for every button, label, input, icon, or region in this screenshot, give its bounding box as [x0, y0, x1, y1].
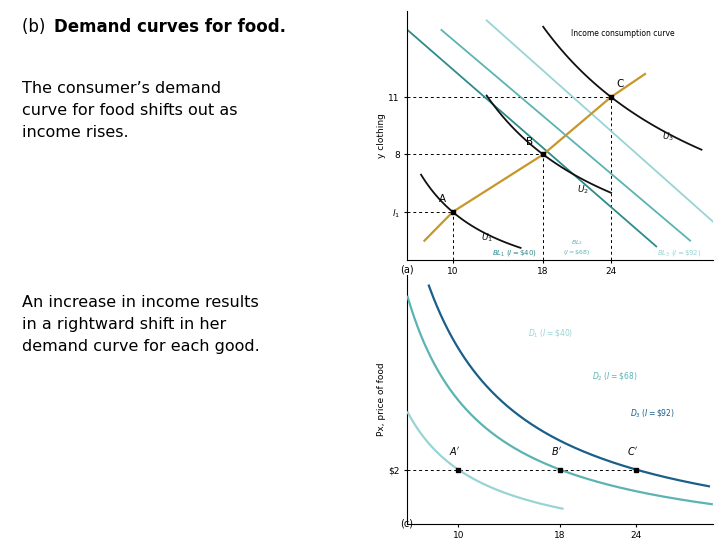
Text: $C'$: $C'$	[627, 444, 639, 456]
Text: $BL_2$
$(I=\$68)$: $BL_2$ $(I=\$68)$	[563, 238, 591, 257]
Y-axis label: y clothing: y clothing	[377, 113, 386, 158]
Text: $D_1$ $(I=\$40)$: $D_1$ $(I=\$40)$	[528, 327, 574, 339]
Text: $U_2$: $U_2$	[577, 184, 589, 196]
Text: $U_3$: $U_3$	[662, 130, 674, 143]
Text: $B'$: $B'$	[551, 444, 562, 456]
Text: $U_1$: $U_1$	[481, 232, 493, 244]
Text: Income consumption curve: Income consumption curve	[572, 29, 675, 38]
Text: Demand curves for food.: Demand curves for food.	[54, 18, 286, 36]
Text: An increase in income results
in a rightward shift in her
demand curve for each : An increase in income results in a right…	[22, 295, 260, 354]
Text: (a): (a)	[400, 265, 413, 275]
Text: B: B	[526, 137, 534, 147]
Text: (b): (b)	[22, 18, 50, 36]
X-axis label: x, units of food: x, units of food	[526, 279, 594, 288]
Text: The consumer’s demand
curve for food shifts out as
income rises.: The consumer’s demand curve for food shi…	[22, 80, 238, 140]
Text: $D_2$ $(I=\$68)$: $D_2$ $(I=\$68)$	[592, 370, 637, 382]
Text: A: A	[439, 194, 446, 204]
Y-axis label: Px, price of food: Px, price of food	[377, 362, 386, 436]
Text: (c): (c)	[400, 518, 413, 529]
Text: $A'$: $A'$	[449, 444, 460, 456]
Text: $BL_3$ $(I=\$92)$: $BL_3$ $(I=\$92)$	[657, 247, 701, 258]
Text: $BL_1$ $(I=\$40)$: $BL_1$ $(I=\$40)$	[492, 247, 537, 258]
Text: $D_3$ $(I=\$92)$: $D_3$ $(I=\$92)$	[630, 407, 675, 419]
Text: C: C	[617, 79, 624, 90]
